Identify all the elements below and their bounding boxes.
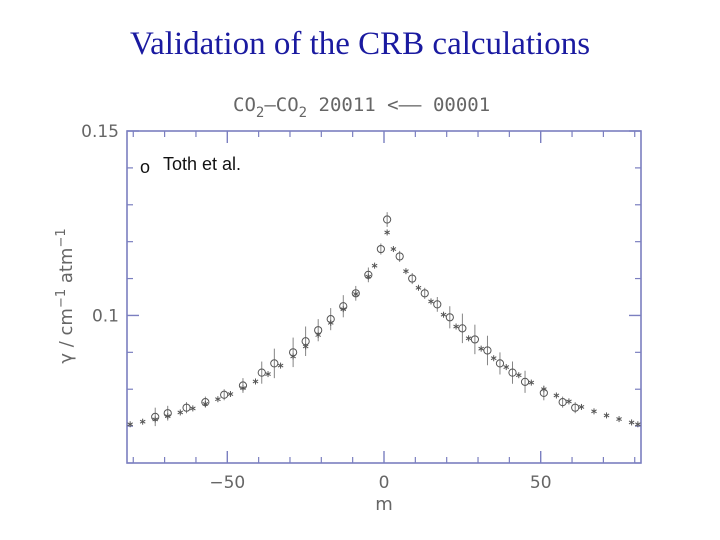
data-point-star [591, 408, 597, 415]
x-tick-label: −50 [209, 473, 245, 493]
data-point-star [371, 262, 378, 269]
x-tick-label: 50 [530, 473, 552, 493]
data-point-circle [351, 289, 360, 298]
data-point-circle [445, 313, 454, 322]
data-point-circle [301, 337, 310, 346]
data-point-circle [539, 388, 548, 398]
data-point-circle [220, 390, 229, 399]
data-point-circle [257, 368, 266, 377]
data-point-star [440, 311, 447, 318]
tick-labels: −50 0 50 0.15 0.1 [81, 122, 551, 493]
data-point-circle [571, 403, 580, 412]
data-point-star [340, 306, 347, 313]
model-points [127, 229, 641, 428]
data-point-circle [201, 398, 210, 407]
data-point-circle [238, 381, 248, 390]
data-point-circle [364, 270, 373, 279]
data-point-circle [433, 300, 442, 309]
data-point-star [566, 398, 572, 405]
data-point-star [553, 392, 560, 399]
y-tick-label: 0.1 [92, 306, 119, 326]
data-point-star [252, 378, 259, 385]
data-point-star [390, 246, 397, 253]
data-point-star [227, 391, 234, 398]
data-point-circle [182, 403, 191, 412]
data-point-circle [383, 215, 392, 224]
data-point-star [616, 416, 622, 423]
data-point-star [352, 291, 359, 298]
data-point-circle [151, 412, 160, 421]
data-point-star [603, 412, 610, 419]
data-point-circle [314, 326, 323, 335]
data-point-circle [420, 289, 429, 298]
data-point-circle [495, 359, 505, 368]
data-point-star [164, 413, 171, 420]
data-point-circle [376, 244, 385, 254]
data-point-circle [470, 335, 479, 344]
data-point-star [139, 418, 146, 425]
data-point-star [503, 364, 510, 371]
data-point-circle [395, 252, 404, 261]
data-point-circle [520, 377, 530, 386]
data-point-star [415, 284, 422, 291]
chart-title: CO2–CO2 20011 <–– 00001 [233, 94, 490, 121]
data-point-star [189, 405, 196, 412]
data-point-circle [458, 324, 467, 333]
data-point-star [315, 331, 322, 338]
data-point-star [478, 345, 485, 352]
measured-points [151, 215, 580, 421]
x-axis-label: m [375, 494, 393, 515]
data-point-star [635, 421, 641, 428]
data-point-star [515, 372, 522, 379]
data-point-star [215, 396, 221, 403]
error-bars [154, 212, 576, 427]
data-point-circle [339, 302, 348, 311]
data-point-circle [483, 346, 492, 355]
x-tick-label: 0 [379, 473, 390, 493]
data-point-star [490, 355, 497, 362]
data-point-star [628, 419, 635, 426]
legend: o Toth et al. [140, 154, 241, 177]
data-point-star [578, 403, 585, 410]
legend-marker: o [140, 157, 150, 177]
y-axis-label: γ / cm−1 atm−1 [54, 228, 77, 363]
data-point-star [528, 379, 535, 386]
data-point-circle [163, 409, 172, 418]
plot-frame [126, 130, 642, 464]
data-point-star [265, 371, 271, 378]
data-point-circle [408, 274, 417, 283]
data-point-star [403, 268, 409, 275]
data-point-circle [270, 359, 279, 368]
data-point-circle [508, 368, 517, 377]
data-point-star [127, 421, 133, 428]
data-point-star [277, 362, 284, 369]
data-point-star [453, 323, 459, 330]
axis-ticks [127, 130, 641, 464]
data-point-circle [558, 398, 567, 407]
data-point-star [465, 335, 472, 342]
data-point-circle [289, 348, 298, 357]
data-point-star [384, 229, 390, 236]
slide-title: Validation of the CRB calculations [129, 26, 591, 62]
legend-label: Toth et al. [163, 154, 241, 174]
data-point-star [428, 298, 434, 305]
y-tick-label: 0.15 [81, 122, 119, 142]
data-point-star [177, 409, 184, 416]
data-point-circle [326, 315, 335, 324]
